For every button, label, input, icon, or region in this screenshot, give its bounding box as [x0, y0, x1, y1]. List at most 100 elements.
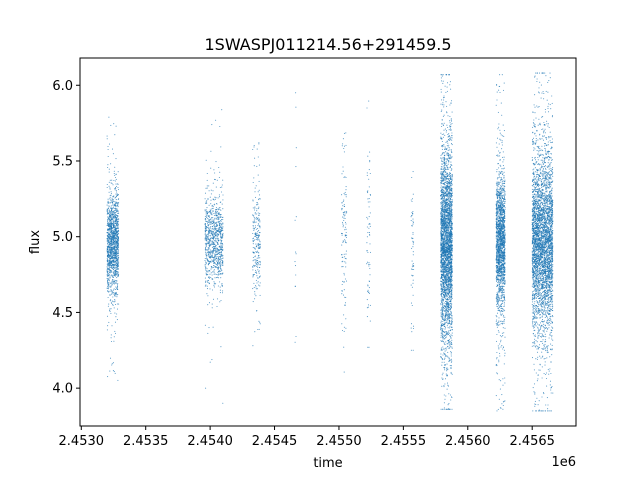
data-point: [252, 275, 254, 277]
data-point: [110, 201, 112, 203]
data-point: [110, 250, 112, 252]
data-point: [211, 233, 213, 235]
data-point: [443, 384, 445, 387]
data-point: [115, 217, 118, 220]
data-point: [344, 214, 346, 216]
data-point: [107, 200, 109, 202]
data-point: [208, 253, 210, 255]
data-point: [213, 224, 215, 226]
data-point: [211, 228, 213, 230]
data-point: [254, 225, 256, 227]
data-point: [254, 331, 256, 333]
data-point: [115, 267, 117, 269]
data-point: [215, 251, 217, 253]
data-point: [441, 377, 443, 379]
data-point: [112, 253, 114, 255]
data-point: [448, 133, 450, 135]
data-point: [117, 251, 119, 253]
data-point: [117, 283, 119, 285]
data-point: [368, 287, 370, 289]
data-point: [110, 205, 112, 207]
data-point: [441, 358, 443, 360]
data-point: [255, 284, 257, 287]
data-point: [215, 209, 217, 211]
data-point: [111, 291, 113, 293]
data-point: [342, 223, 344, 225]
data-point: [411, 268, 413, 270]
data-point: [112, 282, 114, 284]
data-point: [342, 138, 344, 140]
data-point: [106, 211, 108, 213]
data-point: [345, 266, 347, 268]
data-point: [440, 284, 442, 286]
data-point: [446, 180, 448, 182]
data-point: [257, 234, 259, 236]
data-point: [220, 346, 222, 348]
data-point: [215, 210, 217, 212]
data-point: [205, 159, 207, 161]
data-point: [252, 214, 254, 216]
data-point: [206, 200, 208, 202]
data-point: [446, 363, 448, 365]
data-point: [107, 202, 109, 204]
data-point: [252, 232, 254, 235]
data-point: [342, 170, 344, 172]
data-point: [108, 255, 110, 257]
data-point: [209, 210, 211, 212]
data-point: [107, 286, 110, 288]
data-point: [210, 203, 212, 205]
data-point: [117, 220, 119, 222]
data-point: [116, 286, 119, 288]
data-point: [208, 277, 210, 279]
data-point: [210, 272, 212, 274]
data-point: [205, 387, 207, 389]
data-point: [215, 161, 217, 163]
data-point: [443, 278, 446, 280]
data-point: [220, 277, 222, 279]
data-point: [207, 261, 209, 263]
data-point: [446, 301, 448, 303]
data-point: [366, 307, 368, 309]
data-point: [215, 119, 217, 121]
data-point: [449, 165, 451, 167]
data-point: [113, 195, 115, 197]
data-point: [258, 208, 260, 210]
data-point: [255, 259, 257, 261]
data-point: [258, 235, 260, 237]
data-point: [449, 346, 451, 348]
data-point: [106, 274, 108, 276]
data-point: [115, 265, 117, 267]
data-point: [109, 257, 112, 259]
data-point: [343, 215, 345, 217]
data-point: [450, 343, 452, 346]
data-point: [345, 296, 347, 299]
data-point: [442, 196, 444, 198]
data-point: [258, 328, 260, 330]
data-point: [254, 213, 256, 215]
data-point: [222, 249, 224, 251]
data-point: [451, 239, 453, 242]
data-point: [112, 293, 114, 295]
data-point: [449, 158, 451, 160]
data-point: [412, 294, 414, 296]
data-point: [112, 362, 114, 364]
data-point: [107, 236, 110, 239]
data-point: [343, 346, 345, 348]
data-point: [205, 253, 207, 255]
data-point: [107, 240, 109, 242]
data-point: [253, 259, 255, 261]
data-point: [451, 211, 453, 214]
data-point: [444, 237, 446, 239]
data-point: [447, 178, 449, 180]
data-point: [211, 237, 213, 239]
data-point: [218, 194, 220, 196]
data-point: [115, 207, 117, 209]
data-point: [207, 255, 209, 257]
data-point: [447, 166, 449, 169]
data-point: [440, 408, 442, 410]
data-point: [110, 293, 112, 295]
data-point: [345, 228, 347, 230]
data-point: [214, 262, 216, 264]
data-point: [253, 219, 255, 221]
data-point: [213, 220, 215, 222]
